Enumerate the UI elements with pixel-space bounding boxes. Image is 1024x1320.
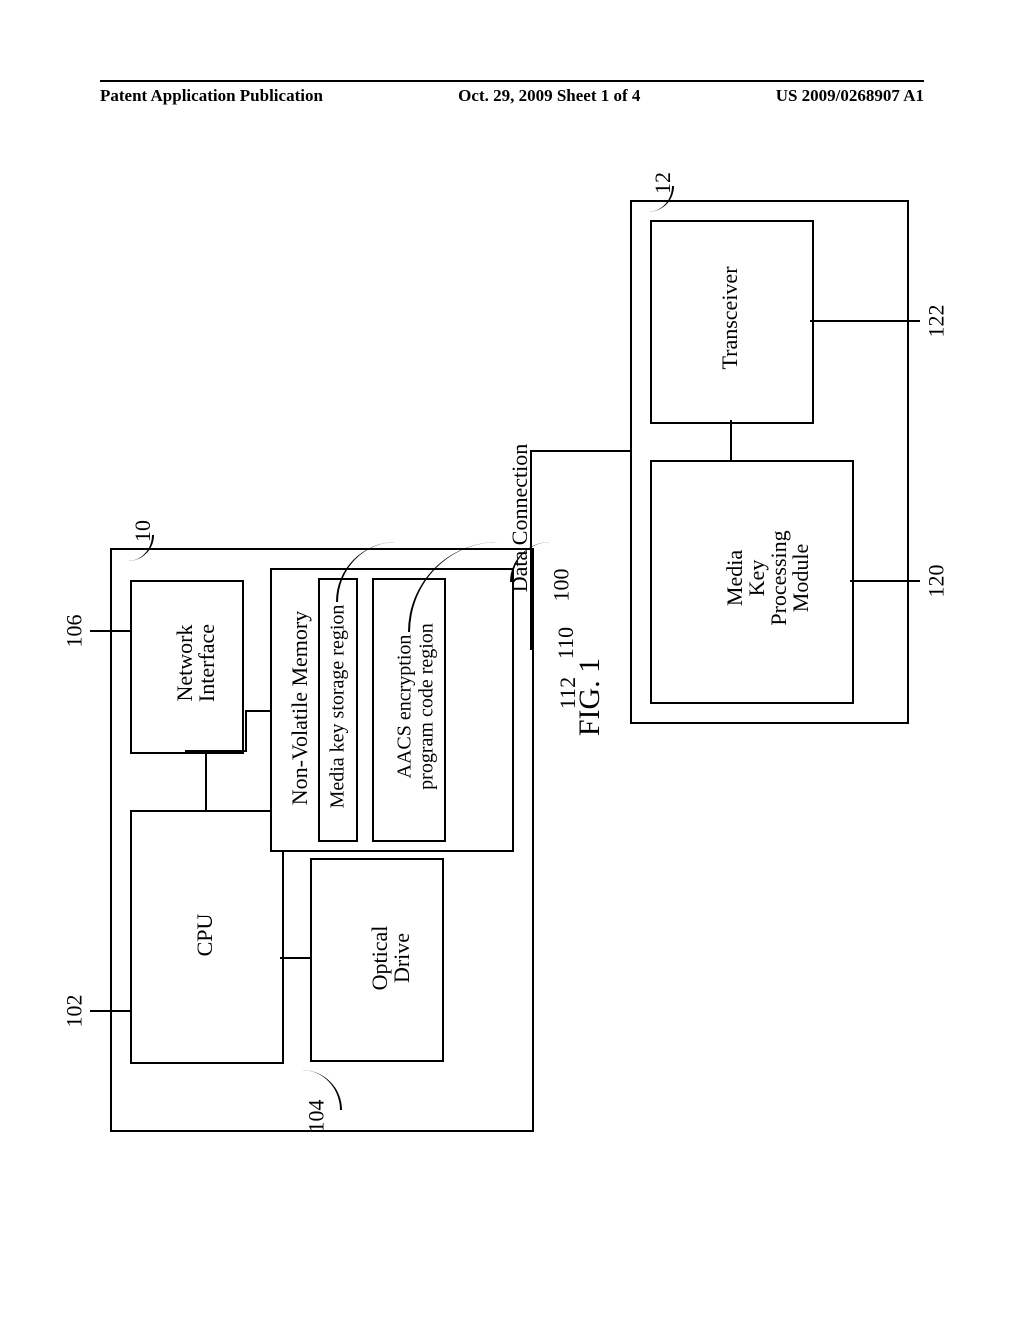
cpu-label: CPU [192,895,218,975]
ref-122: 122 [924,305,950,338]
conn-dc-to-10 [530,648,532,650]
leader-106 [90,630,130,632]
nvm-label: Non-Volatile Memory [287,598,313,818]
conn-bus-to-nvm-h2 [245,710,270,712]
ref-10: 10 [130,520,156,542]
ref-104: 104 [304,1100,330,1133]
conn-cpu-vbus [205,750,207,810]
ref-102: 102 [62,995,88,1028]
ref-12: 12 [650,172,676,194]
conn-cpu-netif [185,750,207,752]
figure-1-diagram: CPU Optical Drive Network Interface Non-… [60,170,930,1170]
conn-bus-to-nvm-h [205,750,245,752]
ref-120: 120 [924,565,950,598]
optical-drive-label-2: Drive [389,918,415,998]
conn-cpu-optical [280,957,310,959]
media-key-region-label: Media key storage region [327,577,350,837]
header-right: US 2009/0268907 A1 [776,86,924,106]
page-header: Patent Application Publication Oct. 29, … [100,80,924,106]
leader-120 [850,580,920,582]
leader-122 [810,320,920,322]
mkpm-label-4: Module [788,518,814,638]
ref-106: 106 [62,615,88,648]
transceiver-label: Transceiver [717,253,743,383]
figure-caption: FIG. 1 [573,637,607,757]
header-center: Oct. 29, 2009 Sheet 1 of 4 [458,86,640,106]
conn-mkpm-transceiver [730,420,732,460]
conn-dc-h [530,450,630,452]
conn-bus-to-nvm-v [245,710,247,752]
header-left: Patent Application Publication [100,86,323,106]
network-if-label-2: Interface [194,613,220,713]
leader-102 [90,1010,130,1012]
